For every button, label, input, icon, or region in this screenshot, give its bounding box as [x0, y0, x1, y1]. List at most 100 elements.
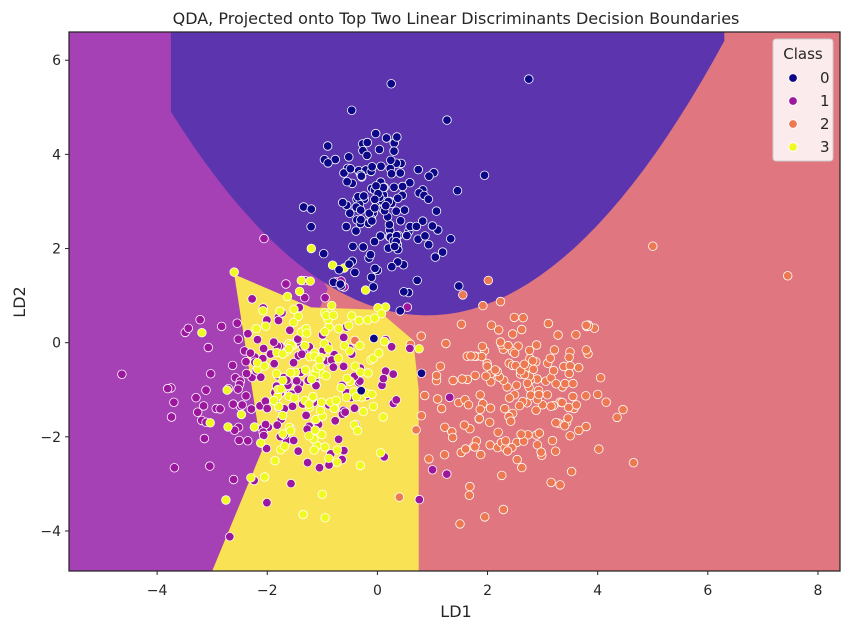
point-class-3: [269, 395, 279, 406]
point-class-2: [563, 413, 573, 423]
point-class-3: [258, 306, 268, 316]
point-class-1: [261, 443, 272, 454]
point-class-0: [367, 162, 377, 172]
point-class-3: [285, 368, 296, 378]
point-class-1: [201, 385, 211, 395]
legend-marker-1: [788, 96, 798, 106]
point-class-2: [435, 361, 446, 372]
point-class-3: [414, 344, 424, 354]
point-class-3: [223, 422, 233, 432]
legend-marker-2: [788, 119, 798, 129]
point-class-3: [276, 384, 286, 394]
point-class-0: [339, 168, 349, 178]
point-class-3: [331, 395, 341, 406]
point-class-1: [300, 293, 310, 303]
point-class-2: [495, 296, 506, 307]
point-class-1: [256, 372, 266, 382]
point-class-2: [560, 421, 570, 431]
point-class-0: [365, 249, 376, 260]
point-class-3: [344, 320, 354, 331]
point-class-3: [285, 426, 296, 436]
point-class-3: [280, 441, 290, 451]
point-class-1: [232, 318, 242, 328]
point-class-3: [289, 304, 299, 315]
point-class-0: [370, 203, 380, 213]
point-class-2: [448, 432, 458, 443]
point-class-2: [550, 446, 561, 456]
point-class-2: [514, 401, 525, 411]
point-class-2: [495, 337, 506, 347]
point-class-3: [320, 327, 330, 337]
point-class-0: [393, 193, 403, 204]
point-class-0: [424, 171, 434, 181]
point-class-3: [277, 410, 288, 421]
point-class-3: [221, 495, 231, 505]
point-class-0: [442, 115, 452, 125]
point-class-3: [339, 341, 350, 351]
point-class-2: [581, 421, 591, 432]
point-class-1: [225, 532, 235, 542]
point-class-0: [356, 205, 366, 215]
legend-label-3: 3: [820, 138, 830, 156]
point-class-2: [439, 450, 450, 460]
legend-label-1: 1: [820, 92, 830, 110]
point-class-2: [574, 362, 584, 373]
point-class-2: [545, 353, 556, 364]
point-class-1: [243, 436, 253, 446]
point-class-2: [494, 325, 504, 335]
point-class-1: [243, 329, 253, 339]
point-class-2: [531, 405, 541, 416]
point-class-1: [402, 302, 413, 312]
point-class-0: [399, 287, 409, 297]
legend-marker-3: [788, 142, 798, 152]
point-class-1: [117, 369, 127, 380]
point-class-0: [362, 137, 373, 148]
point-class-2: [568, 391, 578, 402]
point-class-2: [464, 490, 475, 501]
point-class-0: [356, 386, 366, 396]
point-class-1: [192, 407, 203, 417]
point-class-3: [306, 243, 317, 254]
point-class-0: [366, 272, 377, 283]
y-axis-label: LD2: [10, 286, 29, 317]
point-class-2: [500, 436, 511, 446]
point-class-1: [241, 357, 251, 367]
point-class-0: [418, 216, 428, 226]
point-class-2: [594, 444, 604, 454]
point-class-2: [564, 368, 574, 379]
point-class-2: [500, 403, 510, 414]
point-class-1: [269, 359, 279, 369]
x-tick-label: 4: [593, 583, 602, 599]
point-class-0: [345, 208, 355, 218]
point-class-3: [379, 336, 390, 347]
legend-label-0: 0: [820, 69, 830, 87]
y-tick-label: −2: [40, 430, 61, 446]
point-class-2: [593, 389, 603, 400]
point-class-2: [517, 462, 527, 473]
point-class-1: [203, 342, 214, 353]
point-class-3: [334, 324, 344, 334]
point-class-1: [233, 384, 243, 394]
point-class-3: [336, 382, 346, 393]
point-class-2: [474, 413, 485, 424]
point-class-0: [452, 185, 463, 196]
point-class-3: [367, 389, 377, 400]
point-class-1: [228, 399, 238, 409]
point-class-0: [371, 128, 381, 139]
point-class-2: [522, 378, 533, 389]
point-class-2: [394, 492, 405, 502]
point-class-1: [262, 403, 272, 414]
point-class-0: [424, 239, 434, 250]
point-class-3: [205, 418, 215, 428]
point-class-2: [612, 412, 622, 423]
point-class-2: [411, 425, 421, 435]
point-class-3: [350, 361, 360, 371]
point-class-0: [416, 368, 427, 379]
point-class-2: [416, 331, 426, 341]
point-class-3: [304, 431, 314, 441]
point-class-3: [314, 354, 325, 365]
point-class-0: [420, 231, 430, 241]
point-class-2: [555, 480, 565, 490]
point-class-3: [275, 306, 285, 316]
point-class-3: [378, 412, 388, 422]
